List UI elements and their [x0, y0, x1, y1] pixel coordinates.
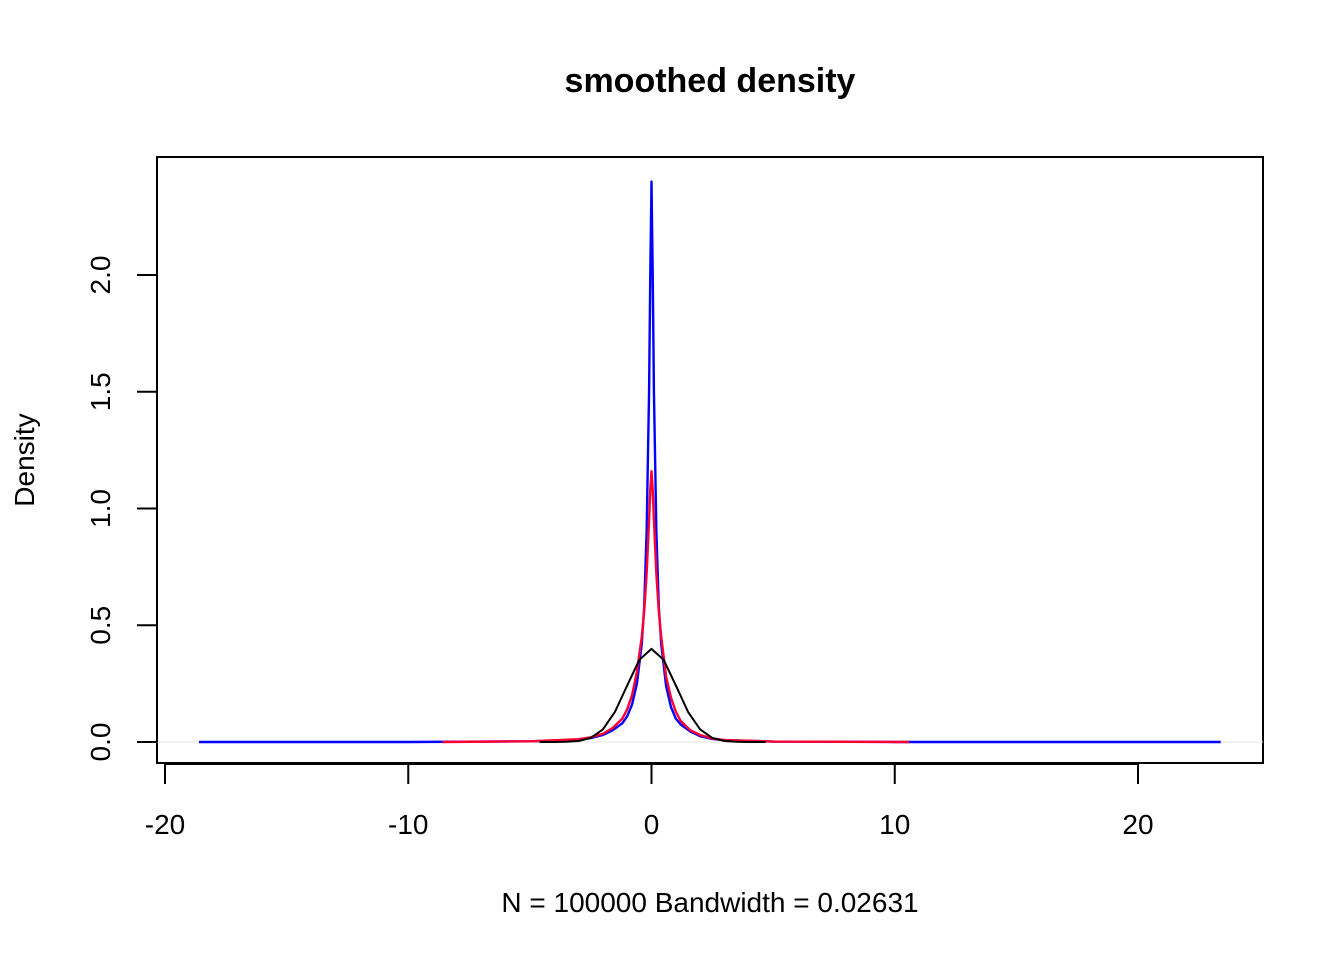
y-tick-label: 1.0	[85, 489, 116, 528]
x-tick-label: -10	[388, 809, 428, 840]
y-axis: 0.0 0.5 1.0 1.5 2.0	[85, 256, 158, 762]
y-tick-label: 2.0	[85, 256, 116, 295]
y-tick-label: 0.5	[85, 606, 116, 645]
series-line-blue	[199, 180, 1221, 744]
x-tick-label: 0	[644, 809, 660, 840]
plot-frame	[156, 156, 1264, 764]
x-axis-label: N = 100000 Bandwidth = 0.02631	[501, 887, 918, 918]
series-layer	[157, 180, 1263, 744]
x-tick-label: 10	[879, 809, 910, 840]
x-tick-label: -20	[145, 809, 185, 840]
y-tick-label: 0.0	[85, 723, 116, 762]
series-line-red	[442, 469, 910, 744]
x-axis: -20 -10 0 10 20	[145, 763, 1154, 840]
y-axis-label: Density	[9, 413, 40, 506]
y-tick-label: 1.5	[85, 372, 116, 411]
chart-title: smoothed density	[565, 62, 856, 100]
x-tick-label: 20	[1122, 809, 1153, 840]
series-line-black	[539, 647, 766, 743]
